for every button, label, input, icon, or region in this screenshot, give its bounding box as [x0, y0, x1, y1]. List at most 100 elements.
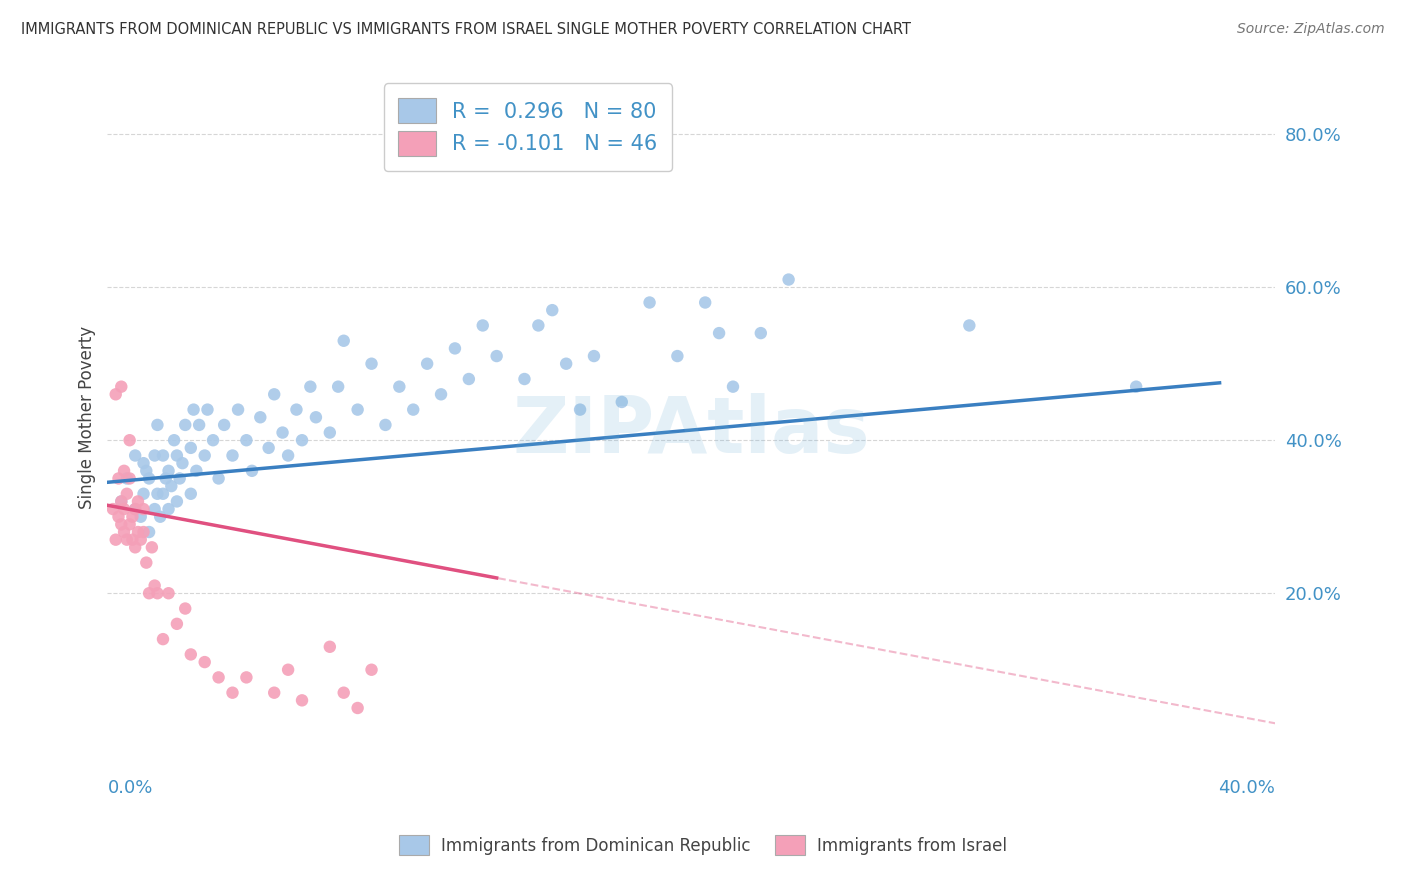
Point — [112, 464, 135, 478]
Point — [332, 334, 354, 348]
Point — [124, 449, 146, 463]
Point — [240, 464, 263, 478]
Point — [207, 471, 229, 485]
Point — [778, 272, 800, 286]
Legend: R =  0.296   N = 80, R = -0.101   N = 46: R = 0.296 N = 80, R = -0.101 N = 46 — [384, 83, 672, 170]
Point — [527, 318, 550, 333]
Point — [197, 402, 219, 417]
Point — [360, 357, 382, 371]
Point — [160, 479, 183, 493]
Text: IMMIGRANTS FROM DOMINICAN REPUBLIC VS IMMIGRANTS FROM ISRAEL SINGLE MOTHER POVER: IMMIGRANTS FROM DOMINICAN REPUBLIC VS IM… — [21, 22, 911, 37]
Point — [169, 471, 191, 485]
Point — [172, 456, 194, 470]
Point — [221, 449, 243, 463]
Y-axis label: Single Mother Poverty: Single Mother Poverty — [79, 326, 96, 508]
Point — [115, 487, 138, 501]
Point — [132, 524, 155, 539]
Point — [163, 434, 186, 448]
Point — [638, 295, 661, 310]
Point — [110, 379, 132, 393]
Point — [112, 524, 135, 539]
Point — [143, 449, 166, 463]
Point — [132, 502, 155, 516]
Point — [695, 295, 717, 310]
Point — [118, 471, 141, 485]
Point — [346, 402, 368, 417]
Point — [124, 502, 146, 516]
Point — [263, 686, 285, 700]
Point — [457, 372, 479, 386]
Point — [141, 541, 163, 555]
Point — [305, 410, 328, 425]
Point — [569, 402, 592, 417]
Point — [235, 670, 257, 684]
Point — [138, 586, 160, 600]
Point — [202, 434, 225, 448]
Point — [226, 402, 249, 417]
Point — [124, 502, 146, 516]
Point — [513, 372, 536, 386]
Point — [194, 655, 217, 669]
Text: Source: ZipAtlas.com: Source: ZipAtlas.com — [1237, 22, 1385, 37]
Point — [157, 464, 180, 478]
Point — [291, 434, 314, 448]
Point — [555, 357, 578, 371]
Point — [212, 417, 235, 432]
Point — [180, 648, 202, 662]
Point — [104, 533, 127, 547]
Point — [115, 533, 138, 547]
Point — [666, 349, 689, 363]
Point — [121, 509, 143, 524]
Point — [471, 318, 494, 333]
Point — [110, 494, 132, 508]
Text: 0.0%: 0.0% — [107, 779, 153, 797]
Point — [346, 701, 368, 715]
Point — [152, 632, 174, 647]
Point — [582, 349, 605, 363]
Point — [749, 326, 772, 340]
Point — [146, 417, 169, 432]
Point — [1125, 379, 1147, 393]
Point — [146, 487, 169, 501]
Point — [388, 379, 411, 393]
Point — [207, 670, 229, 684]
Point — [707, 326, 730, 340]
Point — [157, 586, 180, 600]
Point — [416, 357, 439, 371]
Point — [541, 303, 564, 318]
Point — [118, 517, 141, 532]
Point — [129, 509, 152, 524]
Point — [444, 342, 467, 356]
Point — [291, 693, 314, 707]
Point — [152, 449, 174, 463]
Point — [299, 379, 322, 393]
Text: ZIPAtlas: ZIPAtlas — [512, 393, 870, 469]
Point — [174, 417, 197, 432]
Point — [402, 402, 425, 417]
Point — [263, 387, 285, 401]
Point — [277, 449, 299, 463]
Point — [152, 487, 174, 501]
Point — [107, 471, 129, 485]
Point — [143, 578, 166, 592]
Legend: Immigrants from Dominican Republic, Immigrants from Israel: Immigrants from Dominican Republic, Immi… — [392, 829, 1014, 862]
Point — [180, 487, 202, 501]
Point — [101, 502, 124, 516]
Point — [104, 387, 127, 401]
Point — [721, 379, 744, 393]
Point — [186, 464, 208, 478]
Point — [149, 509, 172, 524]
Point — [221, 686, 243, 700]
Point — [360, 663, 382, 677]
Point — [328, 379, 350, 393]
Point — [332, 686, 354, 700]
Point — [180, 441, 202, 455]
Point — [138, 471, 160, 485]
Point — [138, 524, 160, 539]
Point — [132, 456, 155, 470]
Point — [143, 502, 166, 516]
Point — [132, 487, 155, 501]
Point — [174, 601, 197, 615]
Text: 40.0%: 40.0% — [1219, 779, 1275, 797]
Point — [166, 494, 188, 508]
